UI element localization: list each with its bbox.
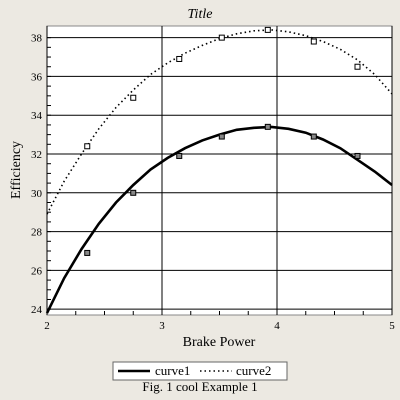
legend-label-curve2: curve2 — [236, 363, 271, 378]
y-tick-label: 30 — [31, 188, 43, 200]
y-tick-label: 36 — [31, 71, 43, 83]
y-tick-label: 28 — [31, 227, 43, 239]
data-point-curve2 — [176, 55, 183, 62]
data-point-curve1 — [84, 249, 91, 256]
data-point-curve1 — [354, 152, 361, 159]
data-point-curve2 — [264, 26, 271, 33]
x-tick-label: 2 — [44, 320, 50, 332]
data-point-curve1 — [130, 189, 137, 196]
chart-title: Title — [188, 7, 213, 22]
data-point-curve1 — [176, 152, 183, 159]
data-point-curve2 — [130, 94, 137, 101]
data-point-curve1 — [264, 123, 271, 130]
figure-caption: Fig. 1 cool Example 1 — [142, 379, 257, 394]
data-point-curve2 — [354, 63, 361, 70]
y-axis-title: Efficiency — [9, 141, 24, 199]
x-tick-label: 3 — [159, 320, 165, 332]
data-point-curve2 — [310, 38, 317, 45]
legend: curve1 curve2 — [112, 361, 288, 381]
y-tick-label: 24 — [31, 304, 43, 316]
plot-area — [46, 25, 393, 316]
data-point-curve2 — [218, 34, 225, 41]
x-tick-label: 5 — [389, 320, 395, 332]
data-point-curve1 — [218, 133, 225, 140]
data-point-curve1 — [310, 133, 317, 140]
x-tick-label: 4 — [274, 320, 280, 332]
y-tick-label: 34 — [31, 110, 43, 122]
y-tick-label: 38 — [31, 33, 43, 45]
y-tick-label: 32 — [31, 149, 42, 161]
series-layer — [45, 26, 393, 314]
legend-label-curve1: curve1 — [155, 363, 190, 378]
grid — [46, 26, 393, 315]
data-point-curve2 — [84, 143, 91, 150]
x-axis-title: Brake Power — [183, 335, 256, 350]
y-tick-label: 26 — [31, 265, 43, 277]
